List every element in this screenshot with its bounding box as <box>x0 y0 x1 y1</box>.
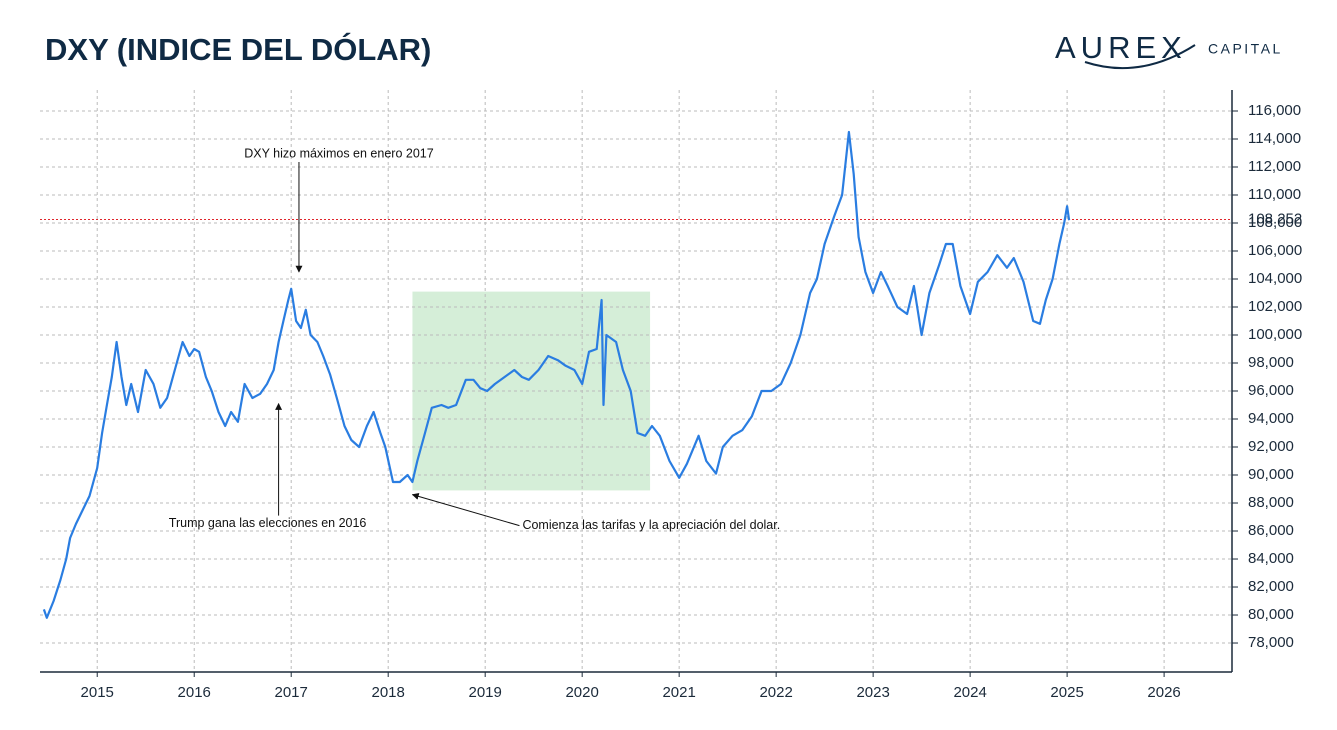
x-tick-label: 2026 <box>1147 684 1180 701</box>
x-tick-label: 2015 <box>81 684 114 701</box>
y-tick-label: 108,000 <box>1248 214 1302 231</box>
y-tick-label: 96,000 <box>1248 382 1294 399</box>
x-tick-label: 2017 <box>275 684 308 701</box>
x-tick-label: 2022 <box>759 684 792 701</box>
y-tick-label: 78,000 <box>1248 634 1294 651</box>
y-tick-label: 112,000 <box>1248 158 1301 175</box>
logo-text: AUREX <box>1055 30 1187 65</box>
y-tick-label: 104,000 <box>1248 270 1302 287</box>
y-tick-label: 92,000 <box>1248 438 1294 455</box>
x-tick-label: 2023 <box>856 684 889 701</box>
x-tick-label: 2020 <box>565 684 598 701</box>
x-tick-label: 2024 <box>953 684 986 701</box>
data-line <box>42 130 1071 619</box>
x-tick-label: 2018 <box>372 684 405 701</box>
x-tick-label: 2021 <box>662 684 695 701</box>
x-tick-label: 2025 <box>1050 684 1083 701</box>
chart-title: DXY (INDICE DEL DÓLAR) <box>45 31 431 67</box>
logo-swoosh <box>1084 44 1196 70</box>
x-tick-label: 2016 <box>178 684 211 701</box>
y-tick-label: 94,000 <box>1248 410 1294 427</box>
y-tick-label: 90,000 <box>1248 466 1294 483</box>
y-tick-label: 102,000 <box>1248 298 1302 315</box>
y-tick-label: 80,000 <box>1248 606 1294 623</box>
reference-label: 108.252 <box>1248 210 1302 227</box>
y-tick-label: 106,000 <box>1248 242 1302 259</box>
y-tick-label: 88,000 <box>1248 494 1294 511</box>
annotation-text: Trump gana las elecciones en 2016 <box>169 516 367 530</box>
logo-subtext: CAPITAL <box>1208 41 1283 57</box>
y-tick-label: 110,000 <box>1248 186 1301 203</box>
y-tick-label: 100,000 <box>1248 326 1302 343</box>
logo: AUREX CAPITAL <box>1055 30 1283 70</box>
background-layer <box>40 90 1232 672</box>
y-tick-label: 114,000 <box>1248 130 1301 147</box>
x-tick-label: 2019 <box>468 684 501 701</box>
annotation-arrow <box>411 493 520 527</box>
y-tick-label: 116,000 <box>1248 102 1301 119</box>
annotation-text: DXY hizo máximos en enero 2017 <box>244 146 434 160</box>
y-tick-label: 98,000 <box>1248 354 1294 371</box>
y-tick-label: 82,000 <box>1248 578 1294 595</box>
annotation-text: Comienza las tarifas y la apreciación de… <box>522 518 780 532</box>
y-tick-label: 84,000 <box>1248 550 1294 567</box>
y-tick-label: 86,000 <box>1248 522 1294 539</box>
